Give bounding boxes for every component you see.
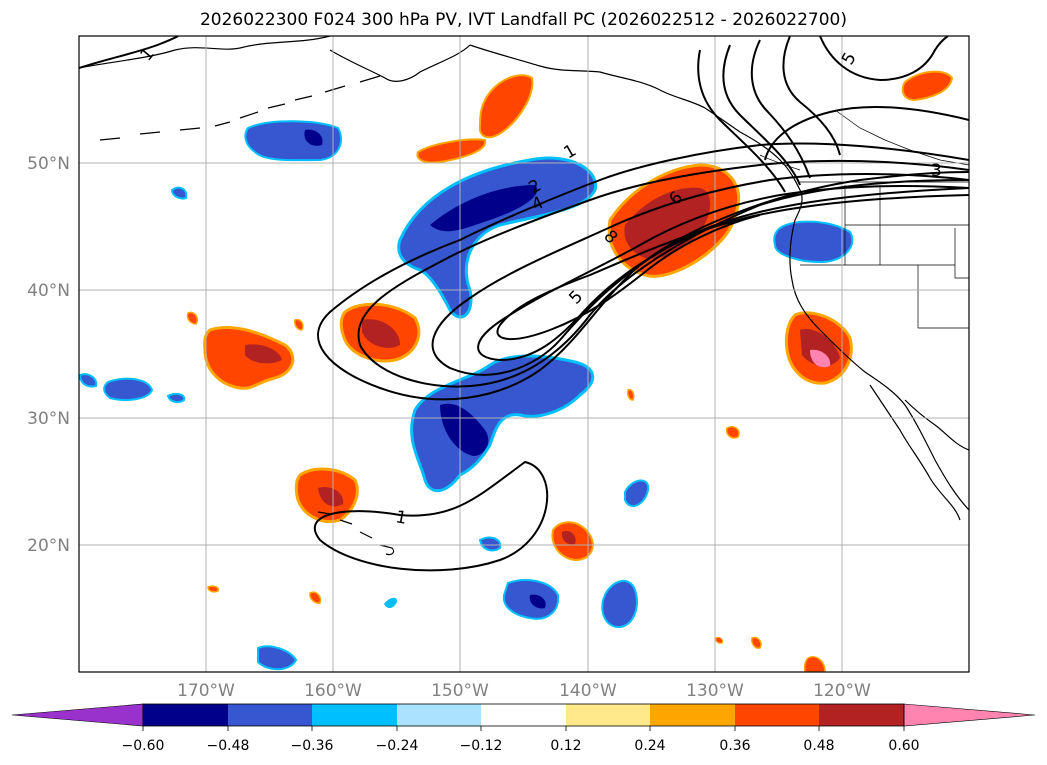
neg-anomaly-small3 (170, 186, 188, 200)
colorbar: −0.60 −0.48 −0.36 −0.24 −0.12 0.12 0.24 … (11, 703, 1036, 754)
pos-anomaly-s1-core (318, 486, 344, 507)
lon-tick-label: 130°W (686, 681, 744, 701)
colorbar-tick-label: −0.12 (460, 738, 503, 754)
lon-tick-label: 120°W (813, 681, 871, 701)
pos-anomaly-ne (901, 70, 954, 102)
colorbar-segment (481, 704, 566, 726)
colorbar-tick-label: −0.36 (291, 738, 334, 754)
colorbar-segment (819, 704, 904, 726)
ivt-contours (79, 36, 969, 572)
pos-anomaly-w-core (245, 344, 282, 364)
contour-labels: 1 1 2 4 5 6 8 1 5 3 (137, 44, 942, 529)
neg-anomaly-sw3 (257, 645, 298, 671)
pos-anomaly-small8 (207, 585, 220, 593)
coastlines (79, 36, 969, 556)
colorbar-tick-label: 0.48 (803, 738, 834, 754)
colorbar-tick-label: 0.60 (888, 738, 919, 754)
aleutians (99, 75, 381, 141)
neg-anomaly-south-core (440, 403, 489, 456)
contour-5-ne (819, 36, 949, 82)
lat-tick-label: 40°N (27, 281, 70, 301)
neg-anomaly-small4 (79, 373, 98, 388)
contour-1-outer (313, 460, 549, 572)
pos-anomaly-small3 (309, 591, 322, 604)
colorbar-tick-label: 0.12 (550, 738, 581, 754)
neg-anomaly-south (410, 354, 594, 493)
pos-anomaly-small6 (803, 656, 826, 672)
pos-anomaly-ca-peak (810, 349, 831, 368)
pos-anomaly-s2-core (561, 530, 576, 545)
neg-anomaly-sw1-core (529, 594, 546, 609)
colorbar-segment (650, 704, 735, 726)
pos-anomaly-ca-core (800, 329, 840, 366)
colorbar-segment (566, 704, 650, 726)
contour-arc-n2 (750, 39, 811, 179)
contour-1-main (317, 142, 969, 401)
colorbar-extend-low (11, 703, 144, 727)
state-borders (800, 185, 969, 329)
longitude-labels: 170°W 160°W 150°W 140°W 130°W 120°W (177, 681, 871, 701)
contour-5 (496, 214, 761, 341)
colorbar-segment (312, 704, 397, 726)
lat-tick-label: 30°N (27, 409, 70, 429)
pos-anomaly-small4 (725, 425, 740, 439)
neg-anomaly-small2 (478, 536, 502, 552)
contour-mid-cascade (764, 105, 969, 161)
neg-anomaly-nw (244, 120, 342, 162)
neg-anomaly-oregon (773, 220, 854, 264)
pos-anomaly-small9 (715, 637, 723, 644)
map-title: 2026022300 F024 300 hPa PV, IVT Landfall… (199, 10, 847, 30)
contour-label: 3 (931, 161, 942, 181)
contour-arc-n3 (782, 36, 841, 156)
contour-label: 1 (394, 507, 408, 529)
neg-anomaly-w (103, 377, 154, 401)
colorbar-segment (228, 704, 312, 726)
pos-anomaly-c-core (362, 319, 400, 348)
pos-anomaly-small1 (186, 311, 199, 325)
colorbar-tick-label: 0.24 (634, 738, 665, 754)
contour-arc-n1 (722, 44, 801, 186)
alaska-coast (79, 36, 803, 221)
neg-anomaly-small6 (384, 597, 398, 609)
west-coast-us (789, 219, 969, 511)
pos-anomaly-n2 (416, 138, 487, 164)
colorbar-segment (735, 704, 819, 726)
neg-anomaly-sw2 (601, 580, 638, 629)
neg-anomaly-nw-core (304, 129, 323, 146)
neg-anomaly-north-core (430, 185, 538, 232)
colorbar-tick-label: −0.24 (376, 738, 419, 754)
pv-shading (79, 70, 954, 672)
lon-tick-label: 140°W (559, 681, 617, 701)
latitude-labels: 20°N 30°N 40°N 50°N (27, 154, 70, 556)
pos-anomaly-small5 (751, 636, 762, 649)
colorbar-segment (143, 704, 228, 726)
hawaii (317, 511, 395, 556)
lon-tick-label: 150°W (431, 681, 489, 701)
colorbar-extend-high (903, 703, 1036, 727)
contour-1-nw (79, 36, 179, 69)
neg-anomaly-small1 (624, 479, 650, 508)
map-frame (78, 35, 970, 673)
contour-arc-n4 (697, 49, 786, 193)
colorbar-tick-label: −0.48 (207, 738, 250, 754)
lat-tick-label: 20°N (27, 536, 70, 556)
gridlines (79, 36, 969, 672)
colorbar-segment (397, 704, 481, 726)
baja (869, 384, 969, 521)
lat-tick-label: 50°N (27, 154, 70, 174)
lon-tick-label: 170°W (177, 681, 235, 701)
colorbar-tick-label: −0.60 (122, 738, 165, 754)
lon-tick-label: 160°W (304, 681, 362, 701)
neg-anomaly-north (397, 156, 597, 319)
pos-anomaly-small2 (294, 318, 304, 331)
pos-anomaly-small7 (627, 388, 635, 401)
colorbar-tick-label: 0.36 (719, 738, 750, 754)
pos-anomaly-n1 (478, 74, 534, 139)
colorbar-ticks (142, 726, 905, 731)
neg-anomaly-small5 (166, 392, 186, 404)
